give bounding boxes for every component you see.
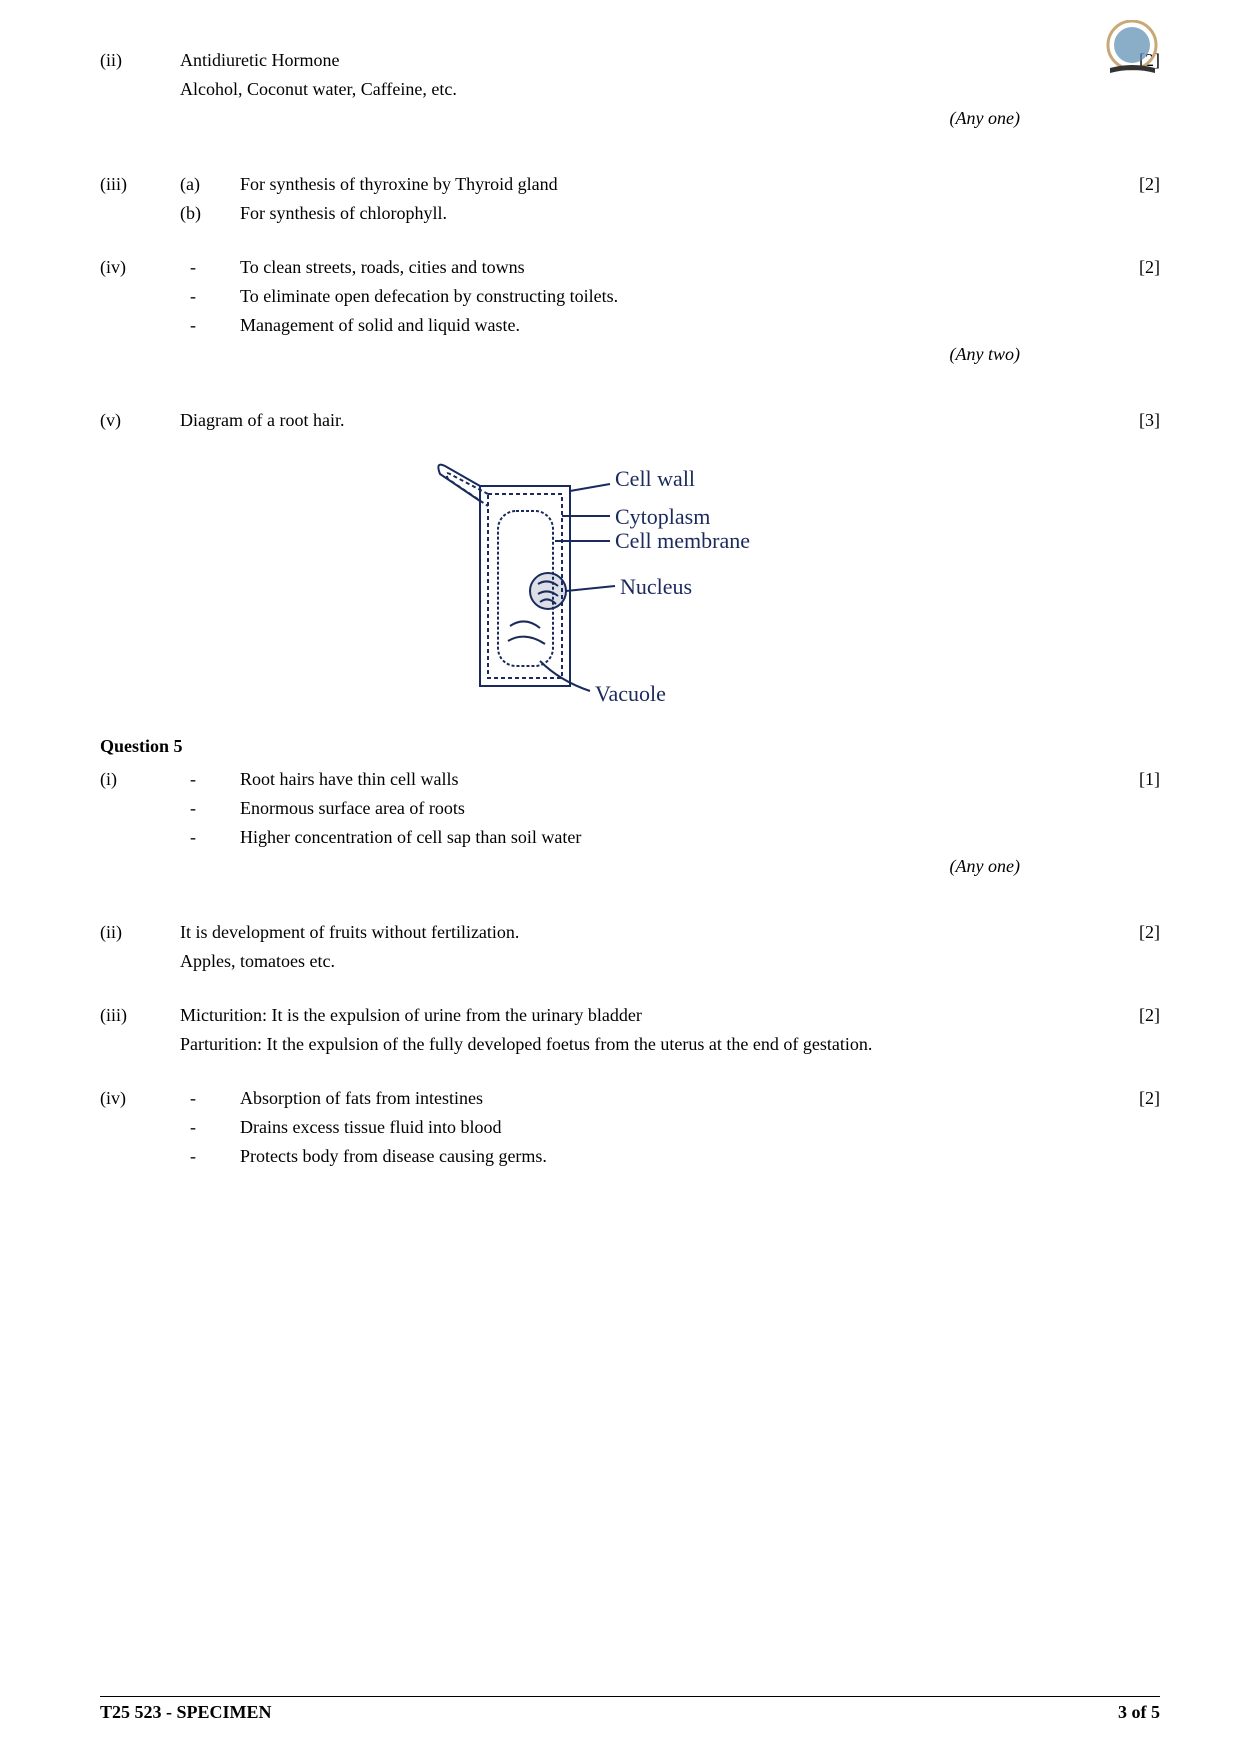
q-iv-row2: - To eliminate open defecation by constr… <box>100 286 1160 307</box>
dash-icon: - <box>180 257 240 278</box>
q-ii-line1: Antidiuretic Hormone <box>180 50 1110 71</box>
q5-i-row2: - Enormous surface area of roots <box>100 798 1160 819</box>
dash-icon: - <box>180 315 240 336</box>
label-cytoplasm: Cytoplasm <box>615 504 710 529</box>
q-ii-row2: Alcohol, Coconut water, Caffeine, etc. <box>100 79 1160 100</box>
q5-i-row3: - Higher concentration of cell sap than … <box>100 827 1160 848</box>
q-iii-row-a: (iii) (a) For synthesis of thyroxine by … <box>100 174 1160 195</box>
q5-iv-item1: Absorption of fats from intestines <box>240 1088 1110 1109</box>
q5-iv-marks: [2] <box>1110 1088 1160 1109</box>
q5-iv-row2: - Drains excess tissue fluid into blood <box>100 1117 1160 1138</box>
q-iii-a-text: For synthesis of thyroxine by Thyroid gl… <box>240 174 1110 195</box>
roman-q5-ii: (ii) <box>100 922 180 943</box>
q5-ii-line2: Apples, tomatoes etc. <box>180 951 1110 972</box>
q-iv-item3: Management of solid and liquid waste. <box>240 315 1110 336</box>
q5-i-anyone: (Any one) <box>100 856 1160 877</box>
q5-iii-line2: Parturition: It the expulsion of the ful… <box>180 1034 1110 1055</box>
label-membrane: Cell membrane <box>615 528 750 553</box>
label-nucleus: Nucleus <box>620 574 692 599</box>
root-hair-diagram: Cell wall Cytoplasm Cell membrane Nucleu… <box>100 446 1160 706</box>
dash-icon: - <box>180 827 240 848</box>
q-iii-b-text: For synthesis of chlorophyll. <box>240 203 1110 224</box>
q5-iii-line1: Micturition: It is the expulsion of urin… <box>180 1005 1110 1026</box>
page-footer: T25 523 - SPECIMEN 3 of 5 <box>100 1696 1160 1723</box>
q5-iii-row2: Parturition: It the expulsion of the ful… <box>100 1034 1160 1055</box>
q-iii-a-label: (a) <box>180 174 240 195</box>
roman-q5-i: (i) <box>100 769 180 790</box>
q-iv-row3: - Management of solid and liquid waste. <box>100 315 1160 336</box>
q-v-text: Diagram of a root hair. <box>180 410 1110 431</box>
q5-ii-row1: (ii) It is development of fruits without… <box>100 922 1160 943</box>
q5-i-item1: Root hairs have thin cell walls <box>240 769 1110 790</box>
q-ii-anyone: (Any one) <box>100 108 1160 129</box>
q5-iv-row1: (iv) - Absorption of fats from intestine… <box>100 1088 1160 1109</box>
q5-iv-row3: - Protects body from disease causing ger… <box>100 1146 1160 1167</box>
q5-i-item2: Enormous surface area of roots <box>240 798 1110 819</box>
q5-ii-line1: It is development of fruits without fert… <box>180 922 1110 943</box>
q-iv-anytwo: (Any two) <box>100 344 1160 365</box>
q5-iii-row1: (iii) Micturition: It is the expulsion o… <box>100 1005 1160 1026</box>
q5-ii-marks: [2] <box>1110 922 1160 943</box>
q5-i-row1: (i) - Root hairs have thin cell walls [1… <box>100 769 1160 790</box>
dash-icon: - <box>180 798 240 819</box>
q-iv-item1: To clean streets, roads, cities and town… <box>240 257 1110 278</box>
question-5-heading: Question 5 <box>100 736 1160 757</box>
q5-iv-item3: Protects body from disease causing germs… <box>240 1146 1110 1167</box>
dash-icon: - <box>180 769 240 790</box>
q5-i-marks: [1] <box>1110 769 1160 790</box>
q5-iv-item2: Drains excess tissue fluid into blood <box>240 1117 1110 1138</box>
roman-iii: (iii) <box>100 174 180 195</box>
footer-left: T25 523 - SPECIMEN <box>100 1702 272 1723</box>
q-iii-b-label: (b) <box>180 203 240 224</box>
q-iv-marks: [2] <box>1110 257 1160 278</box>
q-iv-row1: (iv) - To clean streets, roads, cities a… <box>100 257 1160 278</box>
q-iii-row-b: (b) For synthesis of chlorophyll. <box>100 203 1160 224</box>
roman-q5-iv: (iv) <box>100 1088 180 1109</box>
roman-q5-iii: (iii) <box>100 1005 180 1026</box>
roman-ii: (ii) <box>100 50 180 71</box>
label-cell-wall: Cell wall <box>615 466 695 491</box>
q5-i-item3: Higher concentration of cell sap than so… <box>240 827 1110 848</box>
footer-right: 3 of 5 <box>1118 1702 1160 1723</box>
q-ii-row1: (ii) Antidiuretic Hormone [2] <box>100 50 1160 71</box>
q-v-marks: [3] <box>1110 410 1160 431</box>
label-vacuole: Vacuole <box>595 681 666 706</box>
dash-icon: - <box>180 1088 240 1109</box>
q-iii-marks: [2] <box>1110 174 1160 195</box>
roman-iv: (iv) <box>100 257 180 278</box>
cisce-logo <box>1105 20 1160 75</box>
roman-v: (v) <box>100 410 180 431</box>
q-iv-item2: To eliminate open defecation by construc… <box>240 286 1110 307</box>
q5-ii-row2: Apples, tomatoes etc. <box>100 951 1160 972</box>
q-ii-line2: Alcohol, Coconut water, Caffeine, etc. <box>180 79 1110 100</box>
q5-iii-marks: [2] <box>1110 1005 1160 1026</box>
dash-icon: - <box>180 1146 240 1167</box>
dash-icon: - <box>180 286 240 307</box>
dash-icon: - <box>180 1117 240 1138</box>
q-v-row: (v) Diagram of a root hair. [3] <box>100 410 1160 431</box>
